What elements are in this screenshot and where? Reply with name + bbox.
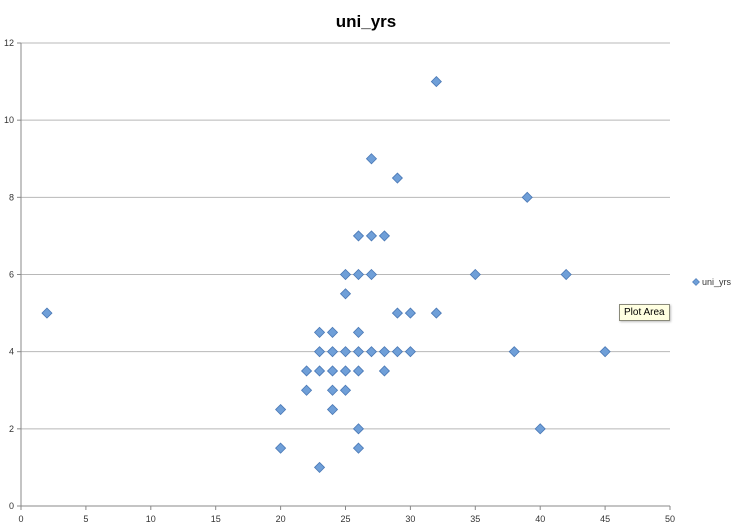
data-point[interactable] [313,365,326,377]
data-point[interactable] [275,442,287,454]
y-tick-label-2: 2 [9,424,14,434]
data-point[interactable] [352,326,365,338]
y-tick-label-8: 8 [9,192,14,202]
data-point[interactable] [404,346,416,358]
data-point[interactable] [560,268,572,281]
data-point[interactable] [326,384,339,396]
data-point[interactable] [521,191,533,203]
x-tick-label-25: 25 [340,514,350,524]
data-point[interactable] [352,230,365,242]
x-tick-label-45: 45 [600,514,610,524]
data-point[interactable] [391,346,403,358]
data-point[interactable] [430,76,442,88]
data-point[interactable] [275,403,287,416]
data-point[interactable] [326,403,339,416]
data-point[interactable] [378,230,391,242]
data-point[interactable] [300,365,313,377]
y-tick-label-4: 4 [9,347,14,357]
axes [17,42,671,510]
x-tick-label-35: 35 [470,514,480,524]
data-point[interactable] [352,423,365,435]
legend-label: uni_yrs [702,277,732,287]
data-point[interactable] [339,268,352,281]
x-tick-label-10: 10 [146,514,156,524]
x-tick-label-15: 15 [211,514,221,524]
data-point[interactable] [352,346,365,358]
data-point[interactable] [313,461,326,473]
data-point[interactable] [300,384,313,396]
data-point[interactable] [326,365,339,377]
data-point[interactable] [378,365,391,377]
x-tick-label-50: 50 [665,514,675,524]
data-point[interactable] [534,423,546,435]
data-point[interactable] [326,346,339,358]
y-tick-label-0: 0 [9,501,14,511]
y-tick-label-12: 12 [4,38,14,48]
data-point[interactable] [469,268,481,281]
data-point[interactable] [599,346,611,358]
data-point[interactable] [430,307,442,319]
data-point[interactable] [352,365,365,377]
data-point[interactable] [391,307,403,319]
data-point[interactable] [365,230,378,242]
data-point[interactable] [508,346,520,358]
data-point[interactable] [391,172,403,184]
data-point[interactable] [365,153,378,165]
data-point[interactable] [313,346,326,358]
data-point[interactable] [404,307,416,319]
data-point[interactable] [339,365,352,377]
x-tick-label-20: 20 [276,514,286,524]
x-axis-tick-labels: 0 5 10 15 20 25 30 35 40 45 50 [18,514,675,524]
data-point[interactable] [313,326,326,338]
data-point[interactable] [41,307,53,319]
data-point[interactable] [365,268,378,281]
plot-area-tooltip: Plot Area [619,304,670,321]
y-axis-tick-labels: 0 2 4 6 8 10 12 [4,38,14,511]
y-tick-label-10: 10 [4,115,14,125]
data-point[interactable] [339,346,352,358]
data-point[interactable] [365,346,378,358]
data-points[interactable] [41,76,611,473]
chart-title: uni_yrs [336,12,396,31]
y-tick-label-6: 6 [9,270,14,280]
data-point[interactable] [352,268,365,281]
x-tick-label-0: 0 [18,514,23,524]
x-tick-label-30: 30 [405,514,415,524]
data-point[interactable] [326,326,339,338]
data-point[interactable] [339,288,352,300]
legend-marker-icon [692,278,700,286]
x-tick-label-5: 5 [83,514,88,524]
data-point[interactable] [378,346,391,358]
x-tick-label-40: 40 [535,514,545,524]
legend[interactable]: uni_yrs [692,277,732,287]
data-point[interactable] [339,384,352,396]
data-point[interactable] [352,442,365,454]
